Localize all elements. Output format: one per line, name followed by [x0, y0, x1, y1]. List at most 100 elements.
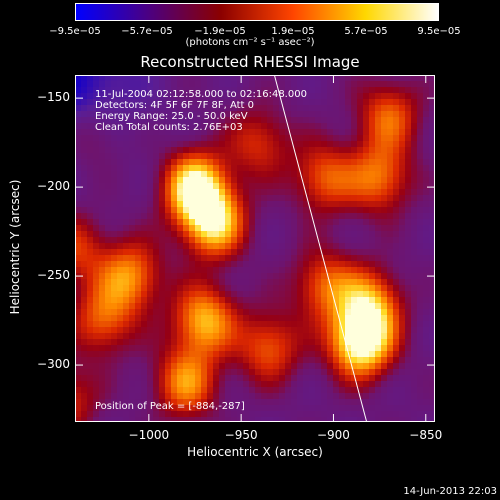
heatmap-cell	[333, 153, 340, 160]
heatmap-cell	[147, 393, 154, 400]
heatmap-cell	[201, 363, 208, 370]
heatmap-cell	[405, 111, 412, 118]
heatmap-cell	[177, 111, 184, 118]
heatmap-cell	[81, 315, 88, 322]
heatmap-cell	[195, 237, 202, 244]
heatmap-cell	[87, 345, 94, 352]
heatmap-cell	[375, 339, 382, 346]
heatmap-cell	[213, 333, 220, 340]
heatmap-cell	[429, 141, 435, 148]
heatmap-cell	[345, 99, 352, 106]
heatmap-cell	[405, 303, 412, 310]
heatmap-cell	[357, 189, 364, 196]
heatmap-cell	[75, 195, 82, 202]
heatmap-cell	[327, 135, 334, 142]
heatmap-cell	[123, 315, 130, 322]
heatmap-cell	[285, 231, 292, 238]
heatmap-cell	[423, 357, 430, 364]
heatmap-cell	[429, 321, 435, 328]
heatmap-cell	[405, 279, 412, 286]
heatmap-cell	[123, 237, 130, 244]
heatmap-cell	[249, 153, 256, 160]
heatmap-cell	[117, 81, 124, 88]
heatmap-cell	[273, 141, 280, 148]
heatmap-cell	[423, 129, 430, 136]
heatmap-cell	[159, 411, 166, 418]
heatmap-cell	[423, 123, 430, 130]
heatmap-cell	[105, 201, 112, 208]
heatmap-cell	[117, 357, 124, 364]
heatmap-cell	[261, 255, 268, 262]
heatmap-cell	[321, 75, 328, 82]
heatmap-cell	[195, 357, 202, 364]
heatmap-cell	[201, 399, 208, 406]
heatmap-cell	[225, 75, 232, 82]
heatmap-cell	[249, 93, 256, 100]
heatmap-cell	[267, 255, 274, 262]
heatmap-cell	[417, 75, 424, 82]
heatmap-cell	[189, 195, 196, 202]
heatmap-cell	[81, 297, 88, 304]
heatmap-cell	[117, 375, 124, 382]
heatmap-cell	[411, 375, 418, 382]
heatmap-cell	[231, 321, 238, 328]
heatmap-cell	[123, 165, 130, 172]
heatmap-cell	[249, 279, 256, 286]
heatmap-cell	[147, 339, 154, 346]
heatmap-cell	[429, 231, 435, 238]
heatmap-cell	[369, 345, 376, 352]
heatmap-cell	[315, 195, 322, 202]
heatmap-cell	[117, 411, 124, 418]
heatmap-cell	[171, 117, 178, 124]
heatmap-cell	[345, 285, 352, 292]
heatmap-cell	[87, 249, 94, 256]
heatmap-cell	[387, 351, 394, 358]
heatmap-cell	[219, 231, 226, 238]
heatmap-cell	[225, 81, 232, 88]
heatmap-cell	[153, 243, 160, 250]
heatmap-cell	[243, 183, 250, 190]
heatmap-cell	[195, 189, 202, 196]
heatmap-cell	[255, 279, 262, 286]
heatmap-cell	[333, 417, 340, 422]
heatmap-cell	[183, 111, 190, 118]
heatmap-cell	[135, 243, 142, 250]
heatmap-cell	[153, 129, 160, 136]
heatmap-cell	[249, 297, 256, 304]
heatmap-cell	[117, 279, 124, 286]
heatmap-cell	[135, 93, 142, 100]
heatmap-cell	[381, 159, 388, 166]
heatmap-cell	[405, 171, 412, 178]
heatmap-cell	[207, 117, 214, 124]
heatmap-cell	[207, 177, 214, 184]
heatmap-cell	[327, 261, 334, 268]
heatmap-cell	[363, 327, 370, 334]
heatmap-cell	[339, 273, 346, 280]
heatmap-cell	[327, 255, 334, 262]
heatmap-cell	[285, 255, 292, 262]
heatmap-cell	[159, 261, 166, 268]
heatmap-cell	[183, 381, 190, 388]
heatmap-cell	[105, 99, 112, 106]
heatmap-cell	[351, 147, 358, 154]
heatmap-cell	[243, 111, 250, 118]
heatmap-cell	[231, 405, 238, 412]
heatmap-cell	[207, 375, 214, 382]
heatmap-cell	[243, 75, 250, 82]
heatmap-cell	[201, 267, 208, 274]
heatmap-cell	[231, 81, 238, 88]
heatmap-cell	[327, 303, 334, 310]
heatmap-cell	[207, 225, 214, 232]
heatmap-cell	[195, 117, 202, 124]
heatmap-cell	[303, 219, 310, 226]
heatmap-cell	[333, 93, 340, 100]
heatmap-cell	[165, 129, 172, 136]
heatmap-cell	[159, 339, 166, 346]
heatmap-cell	[357, 303, 364, 310]
heatmap-cell	[129, 87, 136, 94]
heatmap-cell	[177, 207, 184, 214]
heatmap-cell	[129, 171, 136, 178]
heatmap-cell	[75, 135, 82, 142]
heatmap-cell	[159, 303, 166, 310]
heatmap-cell	[147, 333, 154, 340]
